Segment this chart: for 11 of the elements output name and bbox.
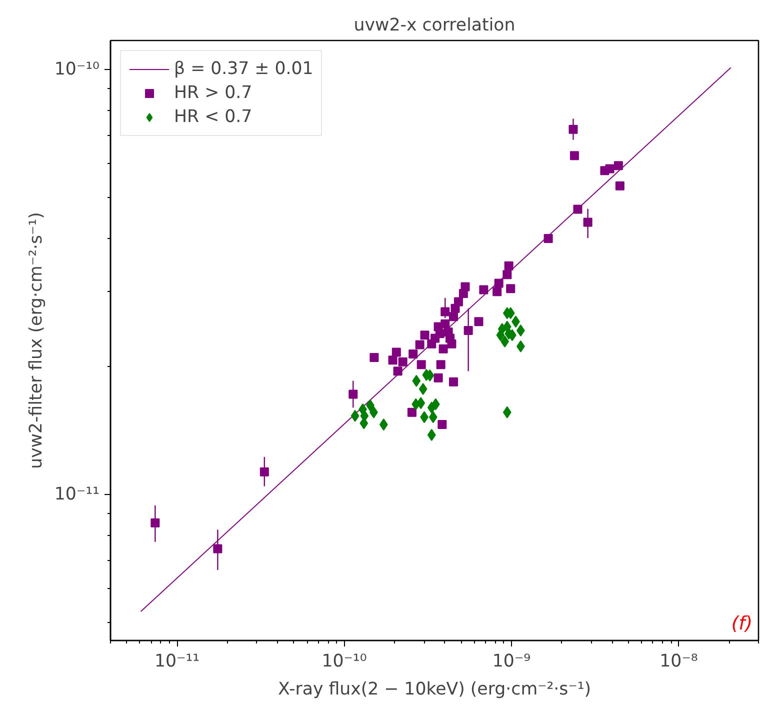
x-tick-label: 10⁻⁹ (492, 652, 531, 672)
x-axis-title: X-ray flux(2 − 10keV) (erg·cm⁻²·s⁻¹) (278, 680, 592, 700)
x-tick-label: 10⁻⁸ (660, 652, 698, 672)
y-axis-title: uvw2-filter flux (erg·cm⁻²·s⁻¹) (26, 212, 46, 469)
x-tick-label: 10⁻¹⁰ (322, 652, 367, 672)
annotation: (f) (731, 614, 752, 634)
legend-label: HR < 0.7 (174, 107, 252, 127)
legend-label: HR > 0.7 (174, 83, 252, 103)
x-tick-label: 10⁻¹¹ (154, 652, 200, 672)
legend-label: β = 0.37 ± 0.01 (174, 59, 314, 79)
chart-title: uvw2-x correlation (354, 16, 516, 36)
